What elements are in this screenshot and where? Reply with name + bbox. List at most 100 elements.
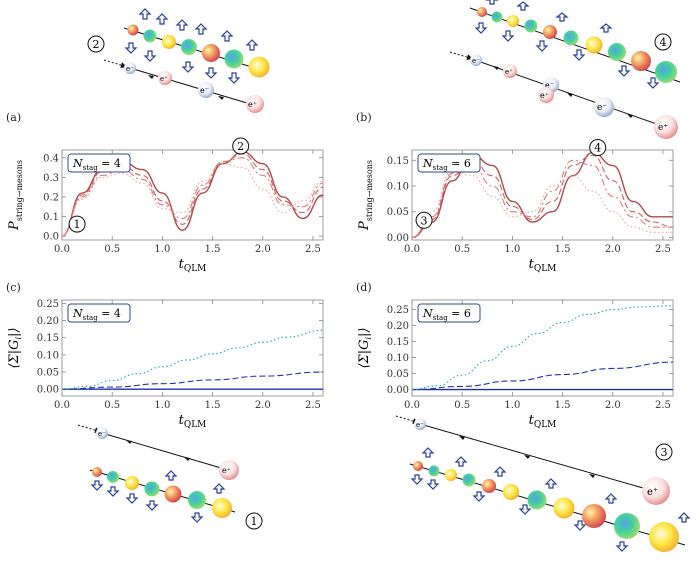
y-tick-label: 0.15 <box>387 337 409 348</box>
positron-particle <box>642 477 670 505</box>
x-tick-label: 1.0 <box>504 244 520 255</box>
y-tick-label: 0.10 <box>387 353 409 364</box>
state-marker-circle <box>232 137 250 155</box>
nstag-N: N <box>422 307 433 320</box>
y-axis-label-main: ⟨Σ|G <box>357 339 372 368</box>
plot-frame <box>411 149 674 241</box>
panel-label-a: (a) <box>6 111 21 124</box>
x-axis-label-main: t <box>529 413 535 428</box>
panel-label-d: (d) <box>356 281 372 294</box>
nstag-box <box>417 153 481 173</box>
electron-particle <box>414 418 426 430</box>
chart-a: 0.0 0.5 1.0 1.5 2.0 2.5 0.0 0.1 0.2 0.3 0.4 tQLM Pst… <box>7 137 324 274</box>
nstag-box <box>67 153 131 173</box>
y-tick-label: 0.3 <box>43 173 59 184</box>
series-dotted <box>61 329 324 390</box>
series-dashdot <box>61 157 324 237</box>
y-tick-label: 0.00 <box>387 385 409 396</box>
nstag-sub: stag <box>83 314 99 322</box>
x-tick-label: 2.0 <box>255 400 271 411</box>
marker-circle-3b <box>655 443 673 461</box>
y-axis-label: Pstring→mesons <box>357 160 374 231</box>
x-axis-label-sub: QLM <box>184 264 207 274</box>
y-tick-label: 0.00 <box>387 233 409 244</box>
y-axis-label: ⟨Σ|Gi|⟩ <box>7 327 23 368</box>
positron-particle <box>654 115 678 139</box>
y-tick-label: 0.20 <box>387 321 409 332</box>
x-tick-label: 2.0 <box>605 400 621 411</box>
x-tick-label: 0.0 <box>404 400 420 411</box>
marker-circle-4 <box>654 33 672 51</box>
nstag-eq: = <box>98 157 114 170</box>
x-axis-label-sub: QLM <box>534 264 557 274</box>
y-tick-label: 0.2 <box>43 192 59 203</box>
state-marker-circle <box>589 139 607 157</box>
nstag-label: Nstag = 4 <box>72 307 121 322</box>
x-tick-label: 0.5 <box>104 400 120 411</box>
spin-arrows-top-left <box>124 8 259 84</box>
state-marker-circle <box>415 211 433 229</box>
nstag-N: N <box>422 157 433 170</box>
y-axis-label-end: |⟩ <box>357 327 372 336</box>
x-tick-label: 2.5 <box>305 244 321 255</box>
y-axis-label-main: P <box>357 221 372 231</box>
state-marker-label: 2 <box>237 140 244 153</box>
x-axis-label-main: t <box>529 257 535 272</box>
marker-2: 2 <box>93 38 100 51</box>
series-dashed <box>411 361 674 391</box>
nstag-box <box>417 303 481 323</box>
positron-particle <box>158 71 172 85</box>
nstag-label: Nstag = 6 <box>422 157 471 172</box>
series-dashdot <box>411 159 673 238</box>
nstag-eq: = <box>448 157 464 170</box>
x-tick-label: 1.0 <box>154 400 170 411</box>
x-axis-label: tQLM <box>529 413 557 430</box>
positron-particle <box>219 460 239 480</box>
x-axis-label-sub: QLM <box>534 420 557 430</box>
y-axis-label-end: |⟩ <box>7 327 22 336</box>
y-tick-label: 0.05 <box>387 207 409 218</box>
illustration-state-3: e⁻ e⁺ <box>395 415 691 552</box>
electron-label: e⁻ <box>472 57 480 65</box>
y-axis-label-sub: i <box>14 336 23 339</box>
illustration-state-1: e⁻ e⁺ 1 <box>77 424 263 530</box>
panel-label-b: (b) <box>356 111 372 124</box>
marker-1-illustration: 1 <box>251 515 258 528</box>
y-axis-label-main: ⟨Σ|G <box>7 339 22 368</box>
x-axis-label-main: t <box>179 413 185 428</box>
series-solid <box>411 151 673 239</box>
electron-particle <box>470 54 482 66</box>
nstag-eq: = <box>98 307 114 320</box>
y-axis-label: ⟨Σ|Gi|⟩ <box>357 327 373 368</box>
x-axis-label: tQLM <box>179 413 207 430</box>
nstag-label: Nstag = 6 <box>422 307 471 322</box>
y-tick-label: 0.4 <box>43 153 59 164</box>
y-tick-label: 0.15 <box>37 333 59 344</box>
electron-label: e⁻ <box>416 421 424 429</box>
y-axis-label-main: P <box>7 221 22 231</box>
marker-circle-2 <box>87 35 105 53</box>
meson-chain-bottom-right <box>413 461 679 552</box>
y-tick-label: 0.10 <box>37 350 59 361</box>
nstag-value: 4 <box>114 157 121 170</box>
positron-label: e⁺ <box>160 75 168 83</box>
y-tick-label: 0.0 <box>43 232 59 243</box>
marker-3-illustration: 3 <box>661 446 668 459</box>
x-tick-label: 2.5 <box>655 244 671 255</box>
state-marker-label: 1 <box>74 218 81 231</box>
y-axis-label-sub: string→mesons <box>15 160 24 221</box>
nstag-value: 6 <box>464 157 471 170</box>
y-tick-label: 0.00 <box>37 385 59 396</box>
state-marker-label: 4 <box>594 142 601 155</box>
illustration-state-4: e⁻ e⁺ e⁻ e⁺ e⁻ e⁺ 4 <box>449 0 681 139</box>
meson-chain-bottom-left <box>92 467 232 518</box>
y-tick-label: 0.1 <box>43 212 59 223</box>
nstag-sub: stag <box>433 164 449 172</box>
nstag-value: 4 <box>114 307 121 320</box>
positron-particle <box>246 95 264 113</box>
plot-frame <box>61 299 324 397</box>
y-tick-label: 0.25 <box>37 299 59 310</box>
positron-particle <box>503 64 517 78</box>
x-tick-label: 2.5 <box>655 400 671 411</box>
plot-frame <box>411 299 674 397</box>
